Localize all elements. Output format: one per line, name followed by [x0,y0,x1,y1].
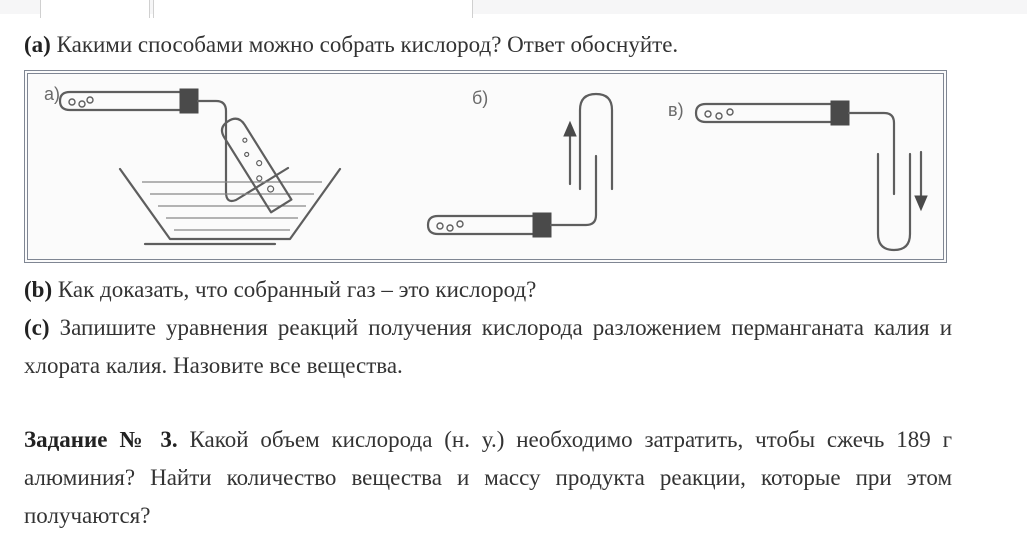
question-b-label: (b) [24,277,52,302]
figure-box: а) б) в) [24,70,947,263]
question-a: (а) Какими способами можно собрать кисло… [24,26,952,64]
question-c-text: Запишите уравнения реакций получения кис… [24,315,952,378]
question-b-text: Как доказать, что собранный газ – это ки… [58,277,536,302]
task-3-label: Задание № 3. [24,427,178,452]
task-3: Задание № 3. Какой объем кислорода (н. у… [24,421,952,535]
question-a-text: Какими способами можно собрать кислород?… [57,32,679,57]
diagram-c [686,74,946,259]
page-content: (а) Какими способами можно собрать кисло… [24,26,952,535]
tab-1[interactable] [40,0,150,18]
diagram-b [418,74,658,259]
question-b: (b) Как доказать, что собранный газ – эт… [24,271,952,309]
question-a-label: (а) [24,32,51,57]
figure-label-c: в) [668,96,684,126]
question-c-label: (с) [24,315,50,340]
diagram-a [30,74,360,259]
tab-2[interactable] [153,0,473,18]
question-c: (с) Запишите уравнения реакций получения… [24,309,952,385]
